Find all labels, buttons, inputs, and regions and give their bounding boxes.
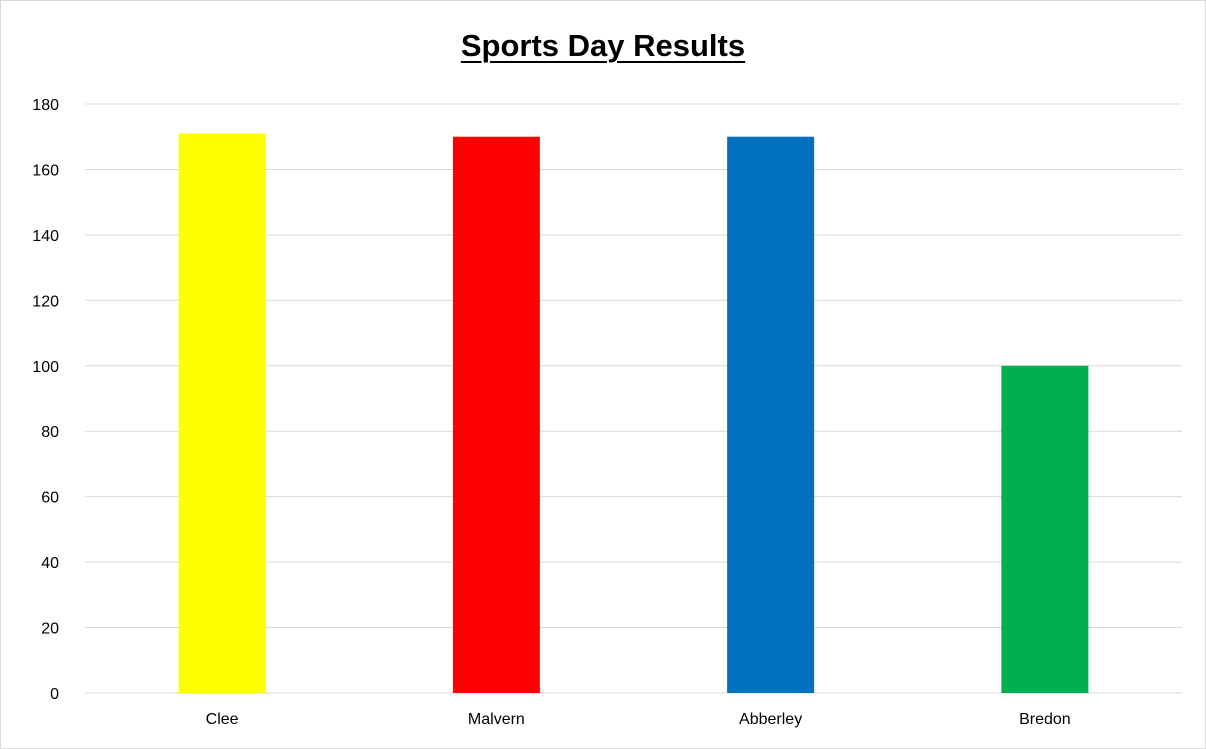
y-tick-label: 180	[32, 97, 59, 114]
y-tick-label: 20	[41, 621, 59, 638]
y-tick-label: 100	[32, 359, 59, 376]
x-tick-label: Malvern	[468, 711, 525, 728]
y-tick-label: 160	[32, 162, 59, 179]
y-tick-label: 60	[41, 490, 59, 507]
y-tick-label: 0	[50, 686, 59, 703]
chart-title: Sports Day Results	[460, 28, 746, 63]
bar-abberley	[727, 136, 815, 693]
y-tick-label: 120	[32, 293, 59, 310]
y-tick-label: 80	[41, 424, 59, 441]
bar-malvern	[452, 136, 540, 693]
bar-bredon	[1001, 365, 1089, 693]
x-tick-label: Clee	[206, 711, 239, 728]
x-tick-label: Abberley	[739, 711, 802, 728]
x-tick-label: Bredon	[1019, 711, 1071, 728]
bar-clee	[178, 133, 266, 693]
y-tick-label: 140	[32, 228, 59, 245]
y-tick-label: 40	[41, 555, 59, 572]
